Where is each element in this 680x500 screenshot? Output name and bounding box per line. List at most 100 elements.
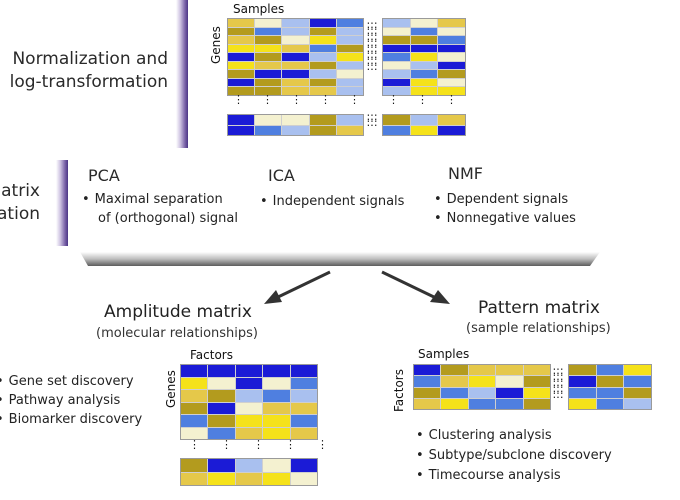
heatmap-cell xyxy=(309,115,336,125)
heatmap-cell xyxy=(282,44,309,53)
heatmap-cell xyxy=(228,115,255,125)
pattern-col-ellipsis: ::::::::::::::: xyxy=(552,364,564,401)
heatmap-cell xyxy=(441,398,468,409)
heatmap-cell xyxy=(624,387,651,398)
heatmap-cell xyxy=(624,376,651,387)
heatmap-cell xyxy=(309,36,336,44)
heatmap-cell xyxy=(496,365,523,376)
heatmap-cell xyxy=(228,61,255,70)
heatmap-cell xyxy=(228,70,255,78)
heatmap-cell xyxy=(383,70,410,78)
heatmap-cell xyxy=(181,390,208,402)
heatmap-cell xyxy=(383,36,410,44)
heatmap-cell xyxy=(336,44,363,53)
heatmap-cell xyxy=(255,61,282,70)
amplitude-title: Amplitude matrix xyxy=(104,302,252,322)
heatmap-cell xyxy=(336,115,363,125)
heatmap-cell xyxy=(414,365,441,376)
heatmap-cell xyxy=(438,19,465,27)
heatmap-cell xyxy=(255,125,282,135)
heatmap-cell xyxy=(290,459,317,472)
pattern-use-1: Clustering analysis xyxy=(416,426,552,445)
top-heatmap-row-ellipsis-right: ⋮⋮⋮ xyxy=(388,93,475,106)
heatmap-cell xyxy=(290,365,317,377)
heatmap-cell xyxy=(438,44,465,53)
heatmap-cell xyxy=(282,115,309,125)
top-matrix-col-axis: Samples xyxy=(233,2,285,16)
heatmap-cell xyxy=(228,27,255,36)
heatmap-cell xyxy=(309,125,336,135)
heatmap-cell xyxy=(282,78,309,87)
heatmap-cell xyxy=(181,415,208,427)
heatmap-cell xyxy=(414,398,441,409)
top-matrix-row-axis: Genes xyxy=(209,26,223,64)
heatmap-cell xyxy=(309,87,336,95)
method-ica-bullet-1: Independent signals xyxy=(260,192,405,211)
heatmap-cell xyxy=(228,53,255,61)
middle-section-label: atrix ation xyxy=(0,180,40,226)
heatmap-cell xyxy=(624,365,651,376)
heatmap-cell xyxy=(282,70,309,78)
method-nmf-bullet-1: Dependent signals xyxy=(434,190,568,209)
heatmap-cell xyxy=(441,365,468,376)
heatmap-cell xyxy=(235,365,263,377)
amplitude-use-2: Pathway analysis xyxy=(0,391,121,410)
heatmap-cell xyxy=(438,125,465,135)
heatmap-cell xyxy=(523,398,550,409)
heatmap-cell xyxy=(282,87,309,95)
heatmap-cell xyxy=(441,387,468,398)
amplitude-heatmap xyxy=(180,364,318,440)
heatmap-cell xyxy=(383,53,410,61)
heatmap-cell xyxy=(208,365,235,377)
heatmap-cell xyxy=(523,387,550,398)
heatmap-cell xyxy=(282,61,309,70)
heatmap-cell xyxy=(235,459,263,472)
heatmap-cell xyxy=(181,472,208,485)
heatmap-cell xyxy=(383,61,410,70)
heatmap-cell xyxy=(208,427,235,439)
heatmap-cell xyxy=(468,365,496,376)
middle-section-label-line2: ation xyxy=(0,204,40,224)
amplitude-row-axis: Genes xyxy=(164,370,178,408)
amplitude-use-3: Biomarker discovery xyxy=(0,410,142,429)
heatmap-cell xyxy=(263,427,290,439)
heatmap-cell xyxy=(255,27,282,36)
heatmap-cell xyxy=(263,472,290,485)
heatmap-cell xyxy=(336,36,363,44)
top-heatmap-bottom-right xyxy=(382,114,466,136)
heatmap-cell xyxy=(309,27,336,36)
heatmap-cell xyxy=(383,78,410,87)
heatmap-cell xyxy=(410,61,438,70)
heatmap-cell xyxy=(208,472,235,485)
heatmap-cell xyxy=(438,78,465,87)
heatmap-cell xyxy=(228,78,255,87)
heatmap-cell xyxy=(410,44,438,53)
divider-shadow-bar xyxy=(80,252,600,266)
heatmap-cell xyxy=(336,19,363,27)
heatmap-cell xyxy=(181,377,208,389)
heatmap-cell xyxy=(263,415,290,427)
heatmap-cell xyxy=(235,377,263,389)
heatmap-cell xyxy=(496,387,523,398)
heatmap-cell xyxy=(263,402,290,414)
heatmap-cell xyxy=(523,365,550,376)
heatmap-cell xyxy=(383,19,410,27)
heatmap-cell xyxy=(410,115,438,125)
heatmap-cell xyxy=(228,44,255,53)
heatmap-cell xyxy=(624,398,651,409)
heatmap-cell xyxy=(208,402,235,414)
heatmap-cell xyxy=(255,36,282,44)
heatmap-cell xyxy=(410,125,438,135)
heatmap-cell xyxy=(282,36,309,44)
arrow-to-pattern xyxy=(381,270,450,304)
top-section-label-line2: log-transformation xyxy=(9,72,168,92)
heatmap-cell xyxy=(263,377,290,389)
top-section-label: Normalization and log-transformation xyxy=(0,48,168,94)
heatmap-cell xyxy=(438,53,465,61)
pattern-title: Pattern matrix xyxy=(478,298,600,318)
heatmap-cell xyxy=(181,427,208,439)
heatmap-cell xyxy=(309,70,336,78)
heatmap-cell xyxy=(290,377,317,389)
top-heatmap-col-ellipsis: :::::::::::::::::::::::: xyxy=(366,18,378,73)
heatmap-cell xyxy=(441,376,468,387)
